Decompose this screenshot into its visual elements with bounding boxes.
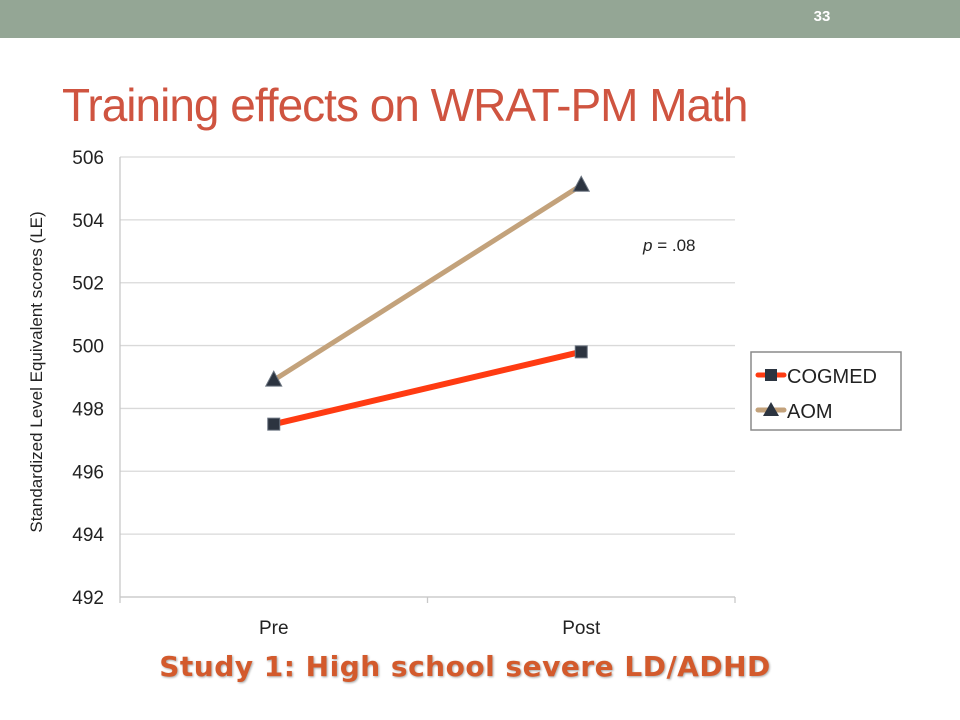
y-tick-label-498: 498 [72,399,104,420]
series-line-aom [271,182,584,383]
y-tick-label-500: 500 [72,337,104,358]
page-number: 33 [813,8,831,25]
legend-marker-cogmed [765,369,777,381]
legend-label-cogmed: COGMED [787,366,877,388]
y-tick-label-504: 504 [72,211,104,232]
legend-label-aom: AOM [787,401,833,423]
slide-title: Training effects on WRAT-PM Math [62,79,748,131]
y-axis-title: Standardized Level Equivalent scores (LE… [27,211,46,532]
marker-cogmed-post [574,345,588,359]
study-caption: Study 1: High school severe LD/ADHD [159,650,771,683]
legend-marker-aom [763,402,779,416]
markers [264,175,591,431]
marker-cogmed-pre [267,417,281,431]
top-bar: 33 [0,0,960,38]
line-chart: 492 494 496 498 500 502 504 506 Pre Post Standard… [27,148,902,639]
grid-lines [120,156,735,598]
series [270,182,585,428]
y-tick-label-492: 492 [72,588,104,609]
axes [119,157,736,603]
x-tick-label-pre: Pre [259,618,289,639]
y-tick-label-506: 506 [72,148,104,169]
tick-labels: 492 494 496 498 500 502 504 506 Pre Post [72,148,601,639]
y-tick-label-502: 502 [72,274,104,295]
y-tick-label-494: 494 [72,525,104,546]
y-tick-label-496: 496 [72,462,104,483]
marker-aom-post [572,175,591,192]
p-symbol: p [642,236,652,255]
series-line-cogmed [270,348,585,428]
marker-aom-pre [264,370,283,387]
x-tick-label-post: Post [562,618,601,639]
p-value: = .08 [652,236,695,255]
legend: COGMED AOM [750,351,902,431]
legend-box [750,351,902,431]
p-value-annotation: p = .08 [642,236,695,255]
